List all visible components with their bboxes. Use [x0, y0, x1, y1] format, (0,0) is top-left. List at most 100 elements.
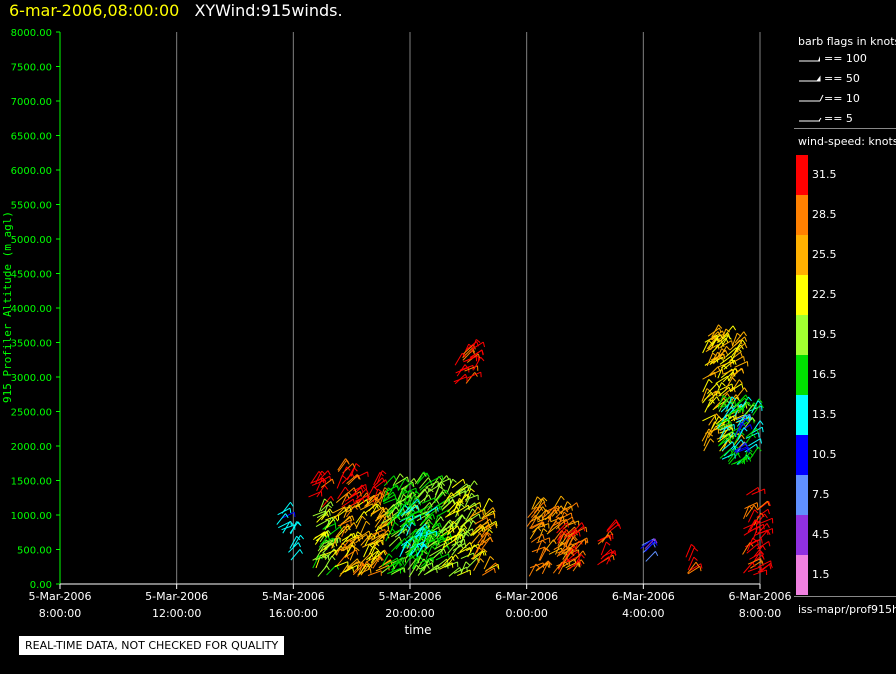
barb-feather	[318, 471, 323, 476]
barb-feather	[580, 554, 585, 559]
wind-barb	[471, 341, 486, 351]
barb-feather	[482, 525, 486, 531]
wind-barb	[718, 423, 733, 431]
wind-barb	[447, 520, 458, 535]
barb-feather	[717, 366, 721, 372]
wind-barb	[730, 368, 745, 377]
barb-staff	[474, 517, 488, 525]
barb-feather	[608, 556, 611, 562]
x-tick-label: 8:00:00	[39, 607, 81, 620]
barb-staff	[399, 515, 413, 523]
barb-staff	[718, 434, 729, 446]
barb-staff	[322, 523, 336, 530]
barb-staff	[747, 509, 755, 523]
barb-feather	[436, 506, 439, 512]
barb-feather	[744, 397, 748, 403]
barb-staff	[725, 347, 737, 358]
barb-feather	[352, 463, 356, 469]
barb-feather	[350, 533, 355, 539]
wind-barb	[530, 533, 545, 543]
barb-feather	[438, 504, 441, 510]
wind-barb	[477, 523, 492, 534]
barb-staff	[452, 514, 463, 525]
barb-feather	[438, 532, 442, 538]
barb-staff	[341, 523, 348, 538]
barb-feather	[708, 378, 713, 384]
plot-title: 6-mar-2006,08:00:00 XYWind:915winds.	[9, 1, 343, 20]
barb-feather	[468, 519, 472, 525]
barb-legend-label: == 50	[824, 72, 860, 85]
barb-feather	[440, 481, 446, 486]
wind-barb	[278, 521, 292, 529]
wind-barb	[562, 551, 575, 564]
barb-staff	[390, 557, 403, 566]
barb-feather	[742, 406, 745, 412]
barb-feather	[710, 391, 715, 397]
wind-barb	[366, 550, 380, 561]
barb-feather	[442, 491, 446, 497]
barb-staff	[347, 536, 358, 548]
barb-feather	[455, 554, 459, 560]
wind-barb	[757, 523, 770, 535]
barb-staff	[457, 493, 468, 505]
wind-barb	[441, 555, 455, 567]
wind-barb	[536, 497, 548, 511]
barb-feather	[428, 521, 434, 526]
barb-feather	[326, 565, 330, 571]
barb-feather	[340, 545, 344, 551]
barb-feather	[471, 349, 476, 355]
barb-feather	[547, 560, 551, 566]
barb-feather	[477, 506, 482, 512]
barb-staff	[444, 510, 458, 518]
barb-feather	[577, 561, 580, 567]
barb-feather	[614, 550, 617, 556]
barb-feather	[460, 503, 465, 508]
wind-barb	[721, 441, 735, 452]
barb-feather	[474, 502, 477, 508]
wind-barb	[555, 507, 569, 518]
barb-feather	[580, 559, 585, 565]
barb-staff	[533, 502, 545, 514]
x-tick-label: 6-Mar-2006	[495, 590, 558, 603]
barb-feather	[479, 558, 485, 563]
wind-barb	[640, 539, 654, 549]
wind-barb	[415, 549, 429, 561]
barb-staff	[571, 526, 584, 536]
barb-staff	[395, 537, 405, 550]
barb-feather	[770, 560, 772, 566]
colorbar-swatch	[796, 475, 808, 515]
barb-feather	[326, 531, 330, 536]
barb-feather	[740, 422, 746, 427]
barb-feather	[449, 478, 452, 484]
barb-staff	[415, 526, 424, 540]
wind-barb	[731, 347, 742, 361]
barb-feather	[363, 511, 368, 516]
barb-feather	[610, 549, 614, 555]
barb-staff	[534, 506, 544, 519]
barb-staff	[311, 479, 326, 486]
barb-legend-row: == 5	[798, 112, 896, 126]
barb-feather	[431, 562, 434, 568]
wind-barb	[290, 549, 303, 561]
barb-staff	[565, 502, 578, 512]
barb-feather	[767, 500, 770, 506]
barb-staff	[745, 432, 759, 439]
wind-barb	[392, 473, 404, 487]
barb-staff	[742, 542, 751, 555]
barb-feather	[445, 489, 450, 495]
wind-barb	[756, 541, 771, 550]
barb-staff	[434, 538, 448, 546]
barb-feather	[481, 526, 484, 533]
barb-staff	[400, 519, 414, 527]
barb-staff	[423, 530, 437, 537]
barb-staff	[743, 404, 754, 416]
barb-feather	[565, 519, 569, 524]
barb-staff	[702, 414, 716, 422]
wind-barb	[687, 565, 702, 575]
barb-feather	[616, 521, 620, 527]
wind-barb	[329, 526, 343, 536]
barb-feather	[435, 499, 440, 504]
wind-barb	[754, 529, 769, 536]
barb-feather	[344, 486, 349, 492]
barb-feather	[745, 394, 749, 400]
